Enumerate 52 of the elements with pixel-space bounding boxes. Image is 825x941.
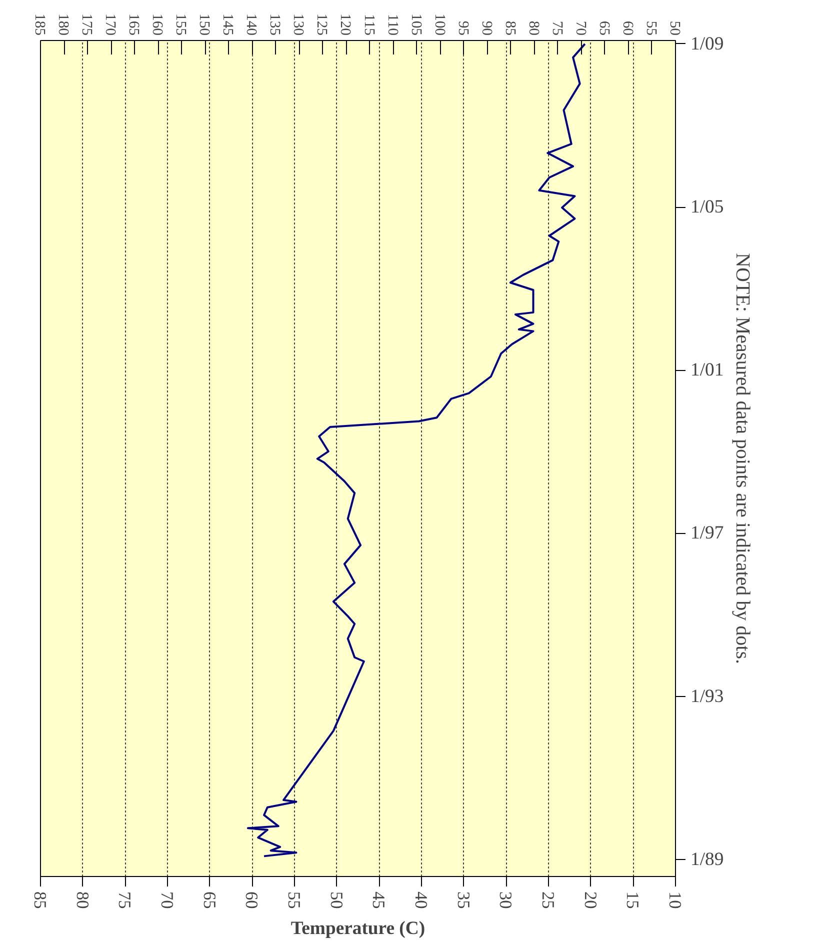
x2-tick-label: 185 [32,14,48,36]
x2-tick-label: 140 [243,14,260,36]
x-tick-label: 15 [623,892,642,909]
x2-tick-label: 125 [314,14,330,36]
x-tick-label: 45 [369,892,388,909]
x-tick-label: 75 [115,892,134,909]
x2-tick-label: 65 [596,20,612,36]
x-tick-label: 70 [158,892,176,909]
x2-tick-label: 145 [220,14,236,36]
x-tick-label: 25 [538,892,558,909]
x2-tick-label: 60 [619,20,636,36]
x-tick-label: 85 [30,892,50,909]
text: NOTE: Measured data points are indicated by dots. [732,253,754,664]
x-tick-label: 30 [496,892,516,909]
x2-tick-label: 175 [78,14,95,36]
y-tick-label: 1/09 [690,33,724,54]
x2-tick-label: 80 [525,20,542,36]
x2-tick-label: 180 [55,14,72,36]
x2-tick-label: 120 [337,14,354,36]
x2-tick-label: 135 [266,14,283,36]
x2-tick-label: 110 [384,14,400,36]
x-tick-label: 20 [580,892,600,909]
x-axis-title: Temperature (C) [290,918,426,939]
x2-tick-label: 100 [431,14,448,36]
x2-tick-label: 165 [126,14,142,36]
x2-tick-label: 155 [172,14,189,36]
x2-tick-label: 70 [572,20,588,36]
x2-tick-label: 75 [548,20,565,36]
y-tick-label: 1/89 [690,848,724,870]
y-tick-label: 1/05 [690,196,724,218]
x-tick-label: 55 [284,892,304,909]
x-tick-label: 35 [454,892,473,909]
y-tick-label: 1/93 [690,686,724,707]
y-tick-label: 1/97 [690,522,724,544]
x2-tick-label: 160 [149,14,166,36]
x-tick-label: 50 [326,892,346,909]
y-tick-label: 1/01 [690,360,724,381]
x-tick-label: 40 [412,892,430,909]
x2-tick-label: 150 [196,14,212,36]
x2-tick-label: 90 [478,20,494,36]
x-tick-label: 10 [666,892,684,909]
x-tick-label: 60 [242,892,262,909]
x2-tick-label: 55 [642,20,659,36]
x-tick-label: 65 [200,892,219,909]
x2-tick-label: 50 [666,20,682,36]
x2-tick-label: 115 [360,14,377,36]
x2-tick-label: 170 [102,14,118,36]
x2-tick-label: 95 [454,20,471,36]
x2-tick-label: 105 [408,14,424,36]
x2-tick-label: 85 [502,20,518,36]
x-tick-label: 80 [72,892,92,909]
x2-tick-label: 130 [290,14,306,36]
